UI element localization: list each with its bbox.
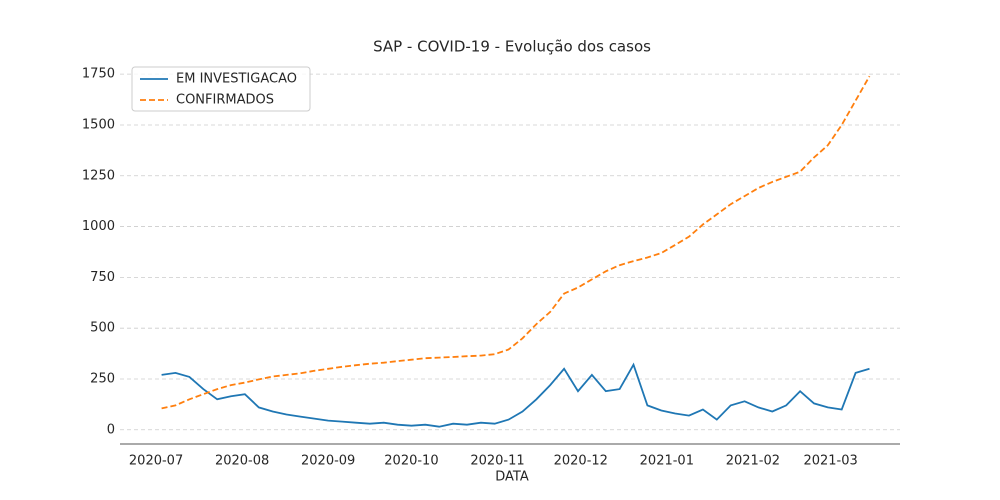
- chart-title: SAP - COVID-19 - Evolução dos casos: [373, 38, 651, 56]
- x-tick-label: 2020-12: [554, 454, 608, 469]
- y-tick-label: 1500: [82, 117, 115, 132]
- y-tick-label: 1250: [82, 168, 115, 183]
- y-tick-label: 1750: [82, 67, 115, 82]
- x-tick-label: 2020-07: [129, 454, 183, 469]
- legend-label: CONFIRMADOS: [176, 93, 274, 108]
- x-tick-label: 2020-09: [301, 454, 355, 469]
- y-tick-label: 0: [107, 422, 115, 437]
- legend-box: [131, 66, 311, 112]
- legend: EM INVESTIGACAO CONFIRMADOS: [131, 66, 311, 112]
- legend-label: EM INVESTIGACAO: [176, 72, 297, 87]
- x-tick-label: 2021-03: [803, 454, 857, 469]
- line-series: [161, 75, 871, 410]
- x-tick-label: 2020-08: [215, 454, 269, 469]
- y-tick-label: 750: [90, 270, 115, 285]
- y-tick-label: 500: [90, 321, 115, 336]
- line-series: [161, 362, 870, 428]
- y-tick-label: 1000: [82, 219, 115, 234]
- x-tick-label: 2021-01: [640, 454, 694, 469]
- x-tick-label: 2020-10: [384, 454, 438, 469]
- x-tick-label: 2021-02: [726, 454, 780, 469]
- x-axis-label: DATA: [495, 470, 529, 485]
- y-tick-label: 250: [90, 371, 115, 386]
- x-tick-label: 2020-11: [470, 454, 524, 469]
